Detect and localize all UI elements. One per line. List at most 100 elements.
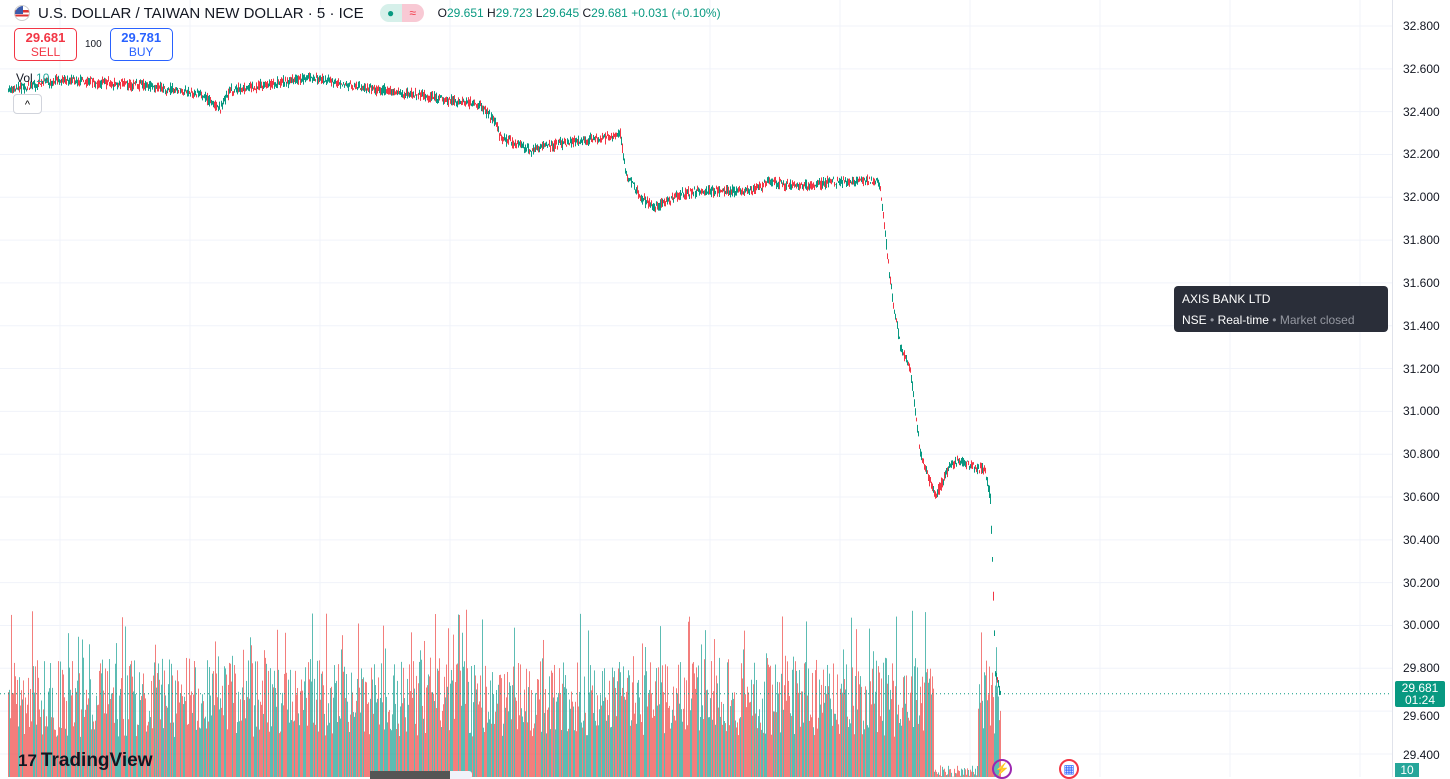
volume-bar <box>189 659 190 777</box>
volume-bar <box>887 684 888 777</box>
volume-bar <box>710 698 711 777</box>
volume-bar <box>992 673 993 777</box>
volume-bar <box>167 708 168 777</box>
volume-bar <box>214 705 215 777</box>
volume-bar <box>996 647 997 777</box>
volume-bar <box>397 681 398 777</box>
volume-bar <box>179 703 180 777</box>
volume-bar <box>695 689 696 777</box>
volume-bar <box>577 663 578 777</box>
price-chart[interactable] <box>0 0 1392 777</box>
volume-bar <box>421 660 422 777</box>
volume-bar <box>560 694 561 777</box>
volume-bar <box>487 723 488 777</box>
volume-bar <box>818 718 819 777</box>
collapse-legend-button[interactable]: ^ <box>13 94 42 114</box>
volume-bar <box>346 674 347 777</box>
volume-bar <box>855 676 856 777</box>
volume-bar <box>983 728 984 777</box>
volume-bar <box>752 716 753 777</box>
volume-bar <box>971 772 972 777</box>
volume-bar <box>856 629 857 777</box>
symbol-header: U.S. DOLLAR / TAIWAN NEW DOLLAR · 5 · IC… <box>14 4 721 22</box>
volume-bar <box>620 672 621 777</box>
volume-bar <box>298 713 299 777</box>
volume-bar <box>284 674 285 777</box>
volume-bar <box>523 722 524 777</box>
volume-bar <box>840 689 841 777</box>
volume-bar <box>778 693 779 777</box>
volume-bar <box>699 730 700 777</box>
volume-bar <box>460 671 461 777</box>
volume-bar <box>472 736 473 777</box>
volume-bar <box>705 630 706 777</box>
volume-bar <box>700 717 701 777</box>
volume-bar <box>279 733 280 777</box>
volume-bar <box>867 725 868 777</box>
volume-bar <box>319 660 320 777</box>
volume-bar <box>765 734 766 777</box>
volume-bar <box>359 688 360 777</box>
volume-bar <box>329 723 330 777</box>
volume-bar <box>588 630 589 777</box>
volume-bar <box>760 723 761 777</box>
volume-bar <box>293 721 294 777</box>
volume-bar <box>243 650 244 777</box>
volume-bar <box>448 628 449 777</box>
volume-bar <box>398 724 399 777</box>
volume-bar <box>790 713 791 777</box>
volume-bar <box>843 649 844 777</box>
volume-bar <box>205 717 206 777</box>
volume-bar <box>659 704 660 777</box>
volume-bar <box>810 715 811 777</box>
volume-bar <box>880 716 881 777</box>
price-tick: 30.400 <box>1403 533 1440 547</box>
us-economic-event-icon[interactable]: ▦ <box>1059 759 1079 779</box>
volume-bar <box>207 660 208 777</box>
volume-bar <box>505 708 506 777</box>
lightning-event-icon[interactable]: ⚡ <box>992 759 1012 779</box>
volume-bar <box>772 685 773 777</box>
volume-bar <box>972 766 973 777</box>
volume-bar <box>717 683 718 777</box>
volume-bar <box>187 725 188 777</box>
volume-bar <box>499 675 500 777</box>
volume-bar <box>168 684 169 777</box>
volume-bar <box>565 675 566 777</box>
symbol-title[interactable]: U.S. DOLLAR / TAIWAN NEW DOLLAR · 5 · IC… <box>38 5 364 22</box>
volume-bar <box>436 708 437 777</box>
volume-bar <box>204 718 205 777</box>
volume-bar <box>979 684 980 777</box>
volume-bar <box>160 719 161 777</box>
volume-bar <box>535 693 536 777</box>
volume-bar <box>169 660 170 777</box>
volume-bar <box>388 712 389 777</box>
volume-bar <box>488 712 489 777</box>
price-tick: 30.600 <box>1403 490 1440 504</box>
volume-bar <box>621 696 622 777</box>
market-status[interactable]: ● ≈ <box>380 4 424 22</box>
volume-bar <box>775 665 776 777</box>
volume-bar <box>922 677 923 777</box>
volume-bar <box>316 700 317 777</box>
price-tick: 31.600 <box>1403 276 1440 290</box>
volume-bar <box>157 673 158 777</box>
volume-bar <box>228 685 229 777</box>
volume-bar <box>561 730 562 777</box>
volume-bar <box>742 678 743 777</box>
volume-bar <box>860 676 861 777</box>
volume-bar <box>420 650 421 777</box>
volume-bar <box>978 709 979 777</box>
volume-bar <box>815 670 816 777</box>
volume-bar <box>579 692 580 777</box>
volume-bar <box>330 688 331 777</box>
volume-bar <box>324 714 325 777</box>
volume-bar <box>16 704 17 777</box>
volume-bar <box>885 658 886 777</box>
volume-bar <box>220 698 221 777</box>
time-scroll[interactable] <box>370 771 472 779</box>
